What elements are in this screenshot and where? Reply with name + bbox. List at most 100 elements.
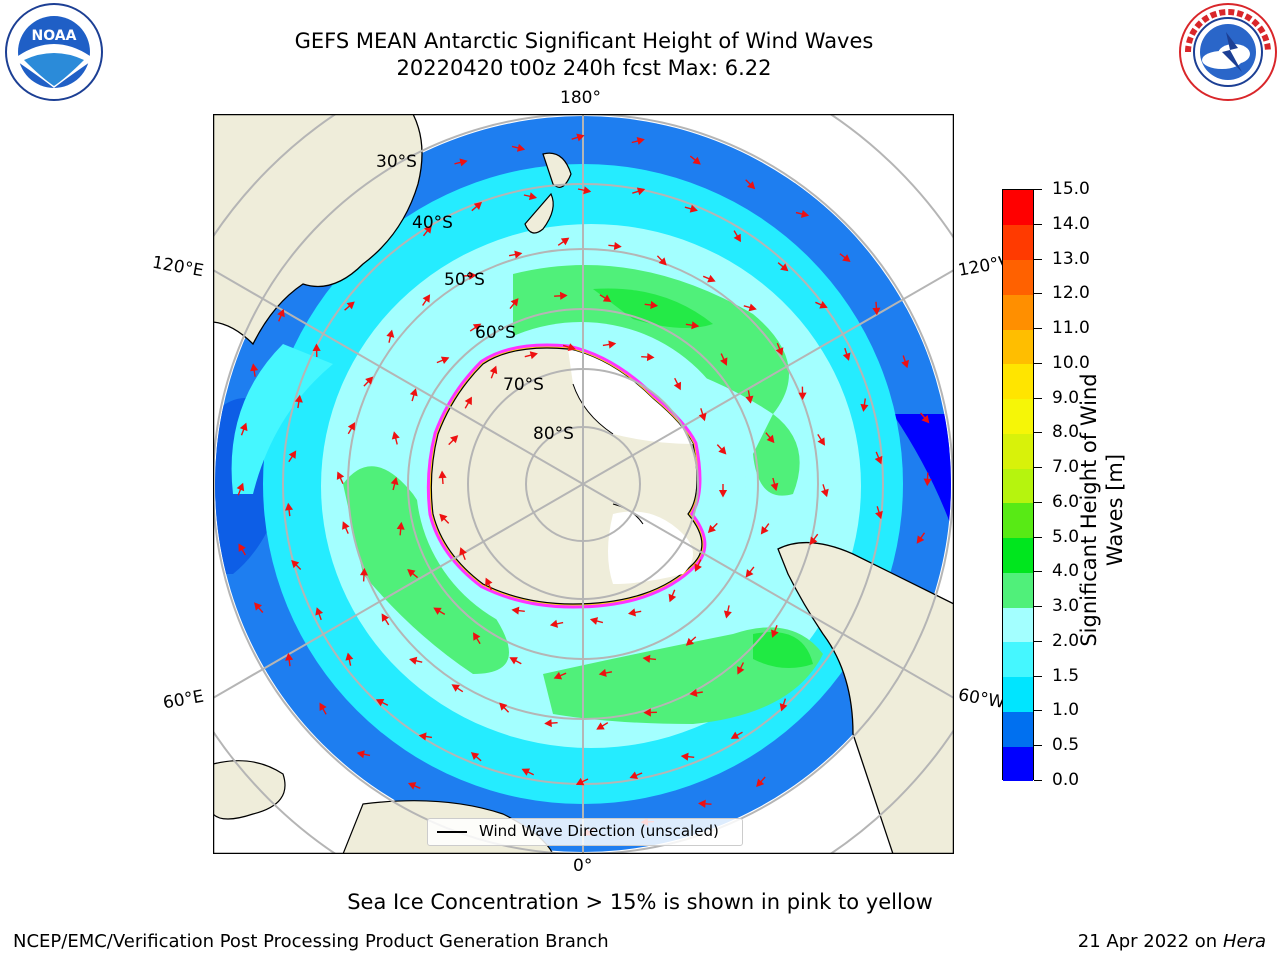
- wind-arrow-head: [874, 455, 883, 465]
- colorbar-tick: [1034, 780, 1042, 781]
- wind-arrow-head: [627, 608, 637, 617]
- wind-arrow-head: [737, 666, 745, 675]
- wind-arrow-head: [576, 133, 585, 142]
- colorbar-segment: [1003, 537, 1033, 573]
- colorbar-tick-label: 7.0: [1052, 457, 1080, 478]
- footer-date: 21 Apr 2022 on: [1077, 931, 1223, 952]
- colorbar-tick: [1034, 606, 1042, 608]
- wind-arrow-head: [285, 502, 294, 511]
- colorbar-segment: [1003, 676, 1033, 712]
- wind-arrow-head: [921, 415, 930, 424]
- wind-arrow-head: [819, 301, 828, 309]
- colorbar-tick-label: 15.0: [1052, 179, 1090, 199]
- colorbar-segment: [1003, 502, 1033, 539]
- lon-label-180: 180°: [560, 88, 601, 108]
- wind-arrow-head: [770, 482, 779, 492]
- wind-arrow-head: [589, 617, 599, 625]
- colorbar-tick: [1034, 640, 1042, 642]
- wind-arrow-head: [473, 201, 483, 210]
- colorbar-title-line2: Waves [m]: [1103, 453, 1127, 567]
- lon-label-60e: 60°E: [161, 686, 206, 714]
- wind-arrow-head: [692, 156, 701, 165]
- wind-arrow-head: [598, 668, 607, 677]
- colorbar-segment: [1003, 607, 1033, 643]
- wind-arrow-head: [315, 607, 324, 616]
- colorbar-tick: [1034, 536, 1042, 538]
- wind-arrow-head: [485, 577, 493, 587]
- wind-arrow-head: [346, 301, 355, 310]
- wind-arrow-head: [396, 521, 405, 530]
- colorbar-tick: [1034, 745, 1042, 747]
- wind-arrow-head: [511, 606, 520, 615]
- wind-arrow-head: [407, 569, 416, 577]
- colorbar-tick: [1034, 258, 1042, 260]
- wind-arrow-head: [365, 376, 374, 385]
- lon-label-120e: 120°E: [150, 252, 206, 282]
- wind-arrow-head: [559, 291, 568, 300]
- wind-arrow-head: [285, 652, 294, 661]
- lat-label-80s: 80°S: [533, 424, 574, 444]
- ross-ice-shelf: [568, 349, 693, 444]
- colorbar-segment: [1003, 398, 1033, 434]
- wind-arrow-head: [730, 731, 740, 739]
- wind-arrow-head: [923, 478, 932, 487]
- lat-label-70s: 70°S: [503, 375, 544, 395]
- wind-arrow-head: [916, 535, 925, 544]
- new-zealand-south: [524, 192, 554, 234]
- wind-arrow-head: [438, 470, 447, 479]
- wind-arrow-head: [780, 263, 789, 272]
- lon-label-0: 0°: [573, 856, 593, 876]
- colorbar-tick-label: 1.5: [1052, 665, 1080, 686]
- wind-arrow-head: [658, 257, 667, 266]
- colorbar-title-line1: Significant Height of Wind: [1077, 373, 1101, 647]
- noaa-logo: NOAA: [4, 2, 104, 102]
- wind-arrow-head: [820, 488, 829, 498]
- wind-arrow-head: [288, 450, 297, 459]
- wind-arrow-head: [342, 521, 350, 530]
- legend-line-swatch: [437, 831, 467, 833]
- wind-arrow-head: [636, 137, 645, 145]
- wind-arrow-head: [390, 476, 399, 486]
- lat-label-40s: 40°S: [412, 213, 453, 233]
- wind-arrow-head: [489, 365, 498, 375]
- wind-arrow-head: [336, 471, 345, 480]
- colorbar-tick: [1034, 710, 1042, 712]
- wind-arrow-head: [629, 771, 639, 780]
- lon-label-60w: 60°W: [956, 685, 1006, 713]
- wind-arrow-head: [718, 490, 728, 498]
- colorbar-tick: [1034, 571, 1042, 573]
- wind-arrow-head: [294, 394, 303, 403]
- wind-arrow-head: [766, 434, 775, 444]
- colorbar-tick-label: 4.0: [1052, 561, 1080, 582]
- footer-left: NCEP/EMC/Verification Post Processing Pr…: [13, 931, 609, 952]
- colorbar-tick: [1034, 223, 1042, 225]
- wind-arrow-head: [680, 752, 689, 761]
- colorbar-tick-label: 10.0: [1052, 352, 1090, 373]
- wind-arrow-head: [407, 782, 417, 790]
- wind-arrow-head: [901, 359, 910, 369]
- wind-arrow-head: [745, 569, 754, 578]
- colorbar-tick: [1034, 293, 1042, 295]
- wind-arrow-head: [596, 722, 605, 730]
- colorbar-tick-label: 8.0: [1052, 422, 1080, 443]
- wind-arrow-head: [553, 671, 563, 680]
- wind-arrow-head: [560, 237, 570, 246]
- wind-arrow-head: [798, 392, 807, 401]
- wind-arrow-head: [707, 524, 716, 534]
- colorbar-tick-label: 14.0: [1052, 213, 1090, 234]
- wind-arrow-head: [381, 613, 389, 622]
- colorbar-tick-label: 3.0: [1052, 596, 1080, 617]
- sea-ice-note: Sea Ice Concentration > 15% is shown in …: [347, 890, 933, 914]
- south-america-land: [777, 541, 954, 854]
- wind-arrow-head: [842, 352, 851, 361]
- wind-arrow-head: [422, 294, 431, 303]
- wind-arrow-head: [521, 768, 531, 776]
- wind-arrow-head: [748, 303, 757, 312]
- wind-arrow-head: [583, 186, 592, 195]
- wind-arrow-head: [424, 225, 432, 234]
- footer-host: Hera: [1222, 931, 1266, 952]
- chart-title-line2: 20220420 t00z 240h fcst Max: 6.22: [396, 56, 772, 80]
- wind-arrow-head: [510, 298, 519, 307]
- wind-arrow-head: [809, 536, 818, 545]
- wind-arrow-head: [544, 719, 552, 728]
